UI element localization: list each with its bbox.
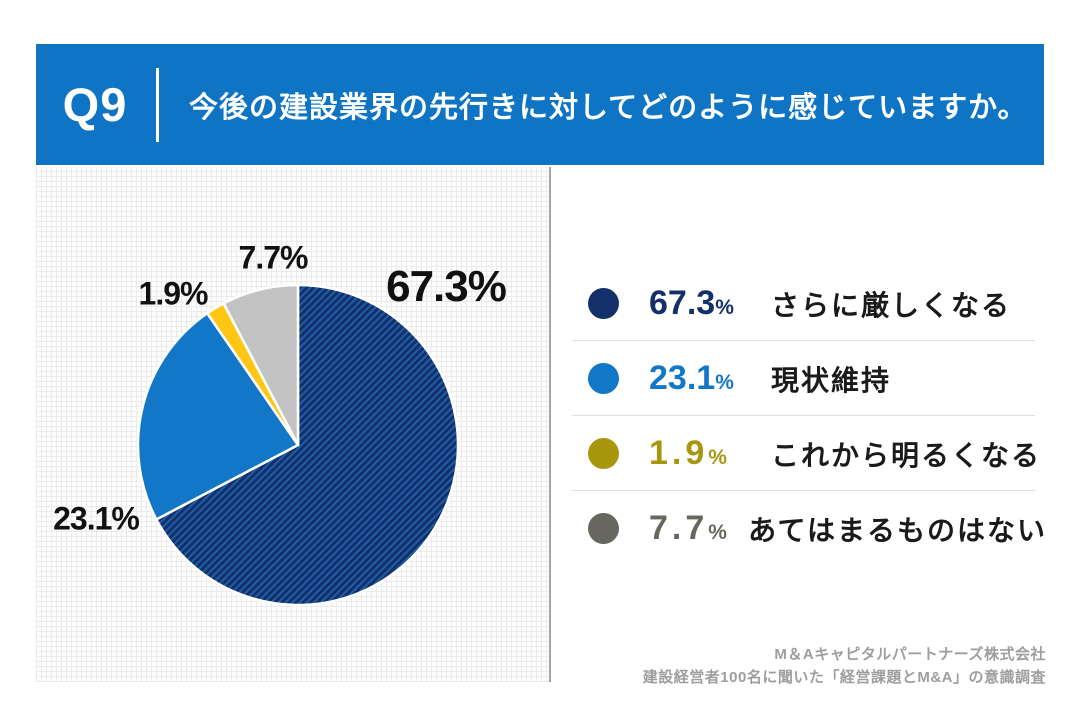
legend-value-number: 67.3	[649, 284, 716, 322]
legend-value-unit: %	[708, 521, 731, 544]
legend-color-dot-icon	[588, 288, 619, 319]
legend-row-sarani-kibishiku: 67.3% さらに厳しくなる	[560, 266, 1047, 341]
footer-survey-title: 建設経営者100名に聞いた「経営課題とM&A」の意識調査	[642, 668, 1046, 686]
footer-credit: M＆Aキャピタルパートナーズ株式会社 建設経営者100名に聞いた「経営課題とM&…	[643, 644, 1046, 689]
pie-slice-1	[136, 311, 300, 521]
legend-color-dot-icon	[588, 363, 619, 394]
header-divider	[156, 67, 159, 142]
legend-row-genjou-iji: 23.1% 現状維持	[560, 341, 1047, 416]
pie-label-korekara-akaruku: 1.9%	[138, 275, 209, 312]
legend-value-unit: %	[708, 446, 731, 469]
pie-chart-svg	[136, 283, 460, 607]
legend-value: 7.7%	[649, 509, 738, 548]
legend-label: あてはまるものはない	[748, 514, 1047, 546]
question-text: 今後の建設業界の先行きに対してどのように感じていますか。	[189, 91, 1028, 124]
legend-value: 23.1%	[649, 359, 761, 398]
legend-label: これから明るくなる	[771, 439, 1042, 471]
pie-label-genjou-iji: 23.1%	[53, 500, 140, 537]
question-header-bar: Q9 今後の建設業界の先行きに対してどのように感じていますか。	[36, 44, 1044, 165]
pie-chart	[128, 275, 468, 615]
footer-company: M＆Aキャピタルパートナーズ株式会社	[774, 646, 1046, 663]
legend-label: さらに厳しくなる	[771, 289, 1012, 321]
legend-value-number: 23.1	[649, 359, 716, 397]
legend-value-unit: %	[715, 371, 734, 394]
legend-value: 67.3%	[649, 284, 761, 323]
legend-row-atehamaru-nai: 7.7% あてはまるものはない	[560, 491, 1047, 566]
legend-color-dot-icon	[588, 513, 619, 544]
legend-color-dot-icon	[588, 438, 619, 469]
legend-value-number: 7.7	[649, 509, 709, 547]
question-number: Q9	[62, 78, 128, 131]
pie-label-atehamaru-nai: 7.7%	[238, 239, 309, 276]
pie-slice-3	[222, 283, 300, 447]
legend-label: 現状維持	[771, 364, 892, 396]
legend-value-number: 1.9	[649, 434, 709, 472]
legend: 67.3% さらに厳しくなる 23.1% 現状維持 1.9% これから明るくなる…	[560, 266, 1047, 566]
legend-value: 1.9%	[649, 434, 761, 473]
chart-panel: 67.3% 23.1% 1.9% 7.7%	[36, 167, 551, 682]
pie-label-sarani-kibishiku: 67.3%	[386, 262, 507, 311]
legend-value-unit: %	[715, 296, 734, 319]
legend-row-korekara-akaruku: 1.9% これから明るくなる	[560, 416, 1047, 491]
pie-slice-0	[155, 283, 460, 607]
